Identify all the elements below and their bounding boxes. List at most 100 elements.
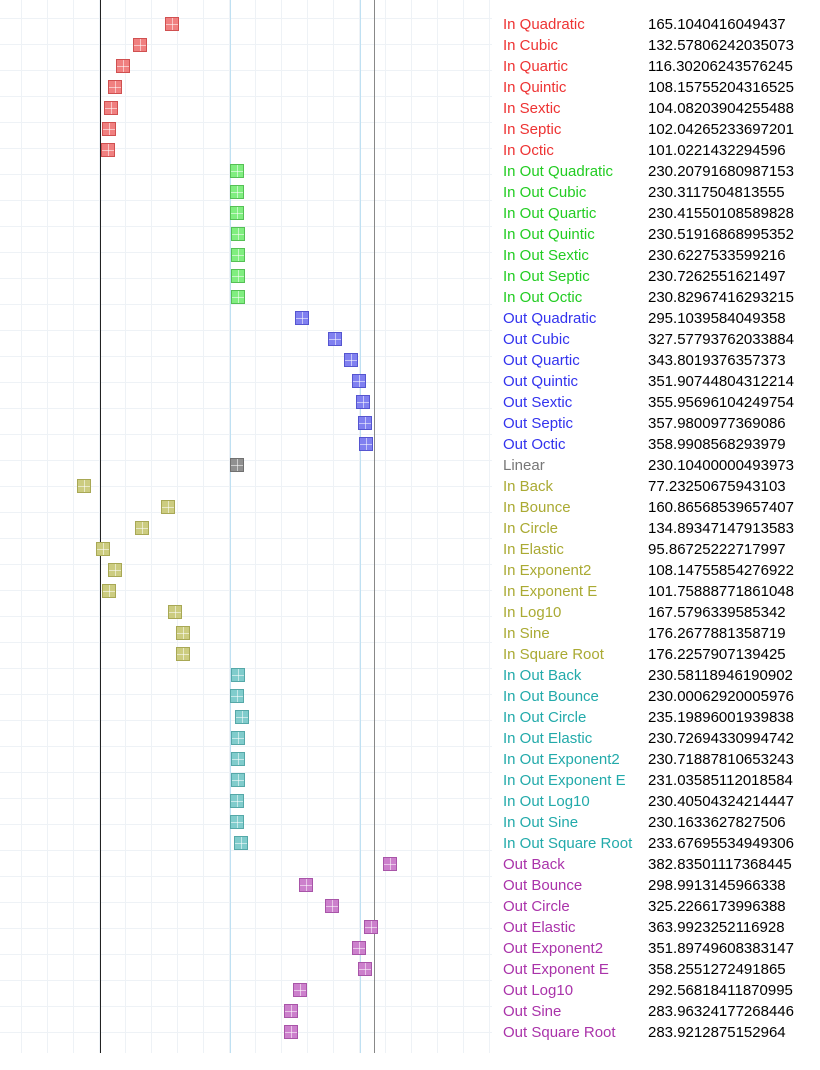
easing-marker: [358, 962, 372, 976]
easing-marker: [359, 437, 373, 451]
easing-marker: [168, 605, 182, 619]
easing-value: 230.20791680987153: [648, 163, 794, 180]
easing-marker: [102, 584, 116, 598]
easing-label: Out Square Root: [503, 1024, 616, 1041]
easing-marker: [104, 101, 118, 115]
easing-marker: [293, 983, 307, 997]
easing-label: In Octic: [503, 142, 554, 159]
easing-value: 363.9923252116928: [648, 919, 785, 936]
easing-marker: [101, 143, 115, 157]
easing-marker: [234, 836, 248, 850]
easing-value: 325.2266173996388: [648, 898, 786, 915]
easing-label: In Septic: [503, 121, 562, 138]
easing-label: In Out Exponent2: [503, 751, 620, 768]
easing-marker: [356, 395, 370, 409]
easing-label: In Out Sine: [503, 814, 579, 831]
easing-marker: [344, 353, 358, 367]
easing-value: 230.58118946190902: [648, 667, 793, 684]
easing-label: In Exponent2: [503, 562, 592, 579]
easing-value: 351.89749608383147: [648, 940, 794, 957]
easing-marker: [230, 815, 244, 829]
easing-label: In Out Cubic: [503, 184, 587, 201]
easing-value: 298.9913145966338: [648, 877, 786, 894]
easing-label: In Log10: [503, 604, 562, 621]
easing-marker: [230, 794, 244, 808]
easing-value: 230.41550108589828: [648, 205, 794, 222]
easing-value: 101.75888771861048: [648, 583, 794, 600]
easing-marker: [325, 899, 339, 913]
easing-label: In Quadratic: [503, 16, 585, 33]
easing-value: 382.83501117368445: [648, 856, 792, 873]
easing-marker: [358, 416, 372, 430]
easing-value: 102.04265233697201: [648, 121, 794, 138]
easing-label: In Bounce: [503, 499, 571, 516]
easing-label: Out Bounce: [503, 877, 583, 894]
easing-value: 233.67695534949306: [648, 835, 794, 852]
easing-marker: [165, 17, 179, 31]
easing-marker: [161, 500, 175, 514]
easing-marker: [235, 710, 249, 724]
easing-marker: [284, 1004, 298, 1018]
easing-label: In Out Bounce: [503, 688, 599, 705]
easing-label: In Out Log10: [503, 793, 590, 810]
easing-marker: [231, 248, 245, 262]
easing-marker: [108, 563, 122, 577]
easing-value: 160.86568539657407: [648, 499, 794, 516]
easing-value: 230.1633627827506: [648, 814, 786, 831]
easing-marker: [230, 458, 244, 472]
easing-label: Linear: [503, 457, 545, 474]
easing-label: Out Quintic: [503, 373, 579, 390]
easing-value: 165.1040416049437: [648, 16, 786, 33]
easing-value: 327.57793762033884: [648, 331, 794, 348]
easing-value: 358.2551272491865: [648, 961, 786, 978]
easing-marker: [231, 773, 245, 787]
easing-value: 116.30206243576245: [648, 58, 793, 75]
easing-label: In Sine: [503, 625, 550, 642]
easing-value: 230.72694330994742: [648, 730, 794, 747]
easing-label: In Quintic: [503, 79, 567, 96]
easing-value: 167.5796339585342: [648, 604, 786, 621]
easing-label: Out Exponent2: [503, 940, 604, 957]
easing-label: In Elastic: [503, 541, 564, 558]
easing-value: 176.2257907139425: [648, 646, 786, 663]
easing-marker: [135, 521, 149, 535]
easing-marker: [364, 920, 378, 934]
easing-marker: [77, 479, 91, 493]
easing-label: Out Sine: [503, 1003, 562, 1020]
easing-value: 231.03585112018584: [648, 772, 793, 789]
guide-line: [360, 0, 361, 1053]
easing-value: 95.86725222717997: [648, 541, 786, 558]
easing-marker: [133, 38, 147, 52]
easing-marker: [328, 332, 342, 346]
easing-marker: [299, 878, 313, 892]
easing-label: In Back: [503, 478, 554, 495]
easing-marker: [102, 122, 116, 136]
easing-label: Out Octic: [503, 436, 566, 453]
easing-label: In Out Exponent E: [503, 772, 626, 789]
easing-marker: [352, 374, 366, 388]
easing-label: In Out Back: [503, 667, 582, 684]
easing-value: 235.19896001939838: [648, 709, 794, 726]
easing-value: 292.56818411870995: [648, 982, 793, 999]
easing-value: 355.95696104249754: [648, 394, 794, 411]
easing-value: 176.2677881358719: [648, 625, 786, 642]
easing-label: Out Septic: [503, 415, 574, 432]
easing-value: 351.90744804312214: [648, 373, 794, 390]
easing-marker: [383, 857, 397, 871]
easing-marker: [230, 689, 244, 703]
easing-value: 132.57806242035073: [648, 37, 794, 54]
guide-line: [374, 0, 375, 1053]
easing-label: In Circle: [503, 520, 559, 537]
easing-value: 230.3117504813555: [648, 184, 785, 201]
easing-marker: [231, 752, 245, 766]
easing-label: Out Exponent E: [503, 961, 609, 978]
easing-label: In Out Elastic: [503, 730, 593, 747]
easing-value: 230.00062920005976: [648, 688, 794, 705]
guide-line: [100, 0, 101, 1053]
easing-value: 134.89347147913583: [648, 520, 794, 537]
easing-value: 230.51916868995352: [648, 226, 794, 243]
easing-label: In Out Circle: [503, 709, 587, 726]
easing-value: 283.9212875152964: [648, 1024, 786, 1041]
easing-label: Out Circle: [503, 898, 570, 915]
easing-marker: [96, 542, 110, 556]
